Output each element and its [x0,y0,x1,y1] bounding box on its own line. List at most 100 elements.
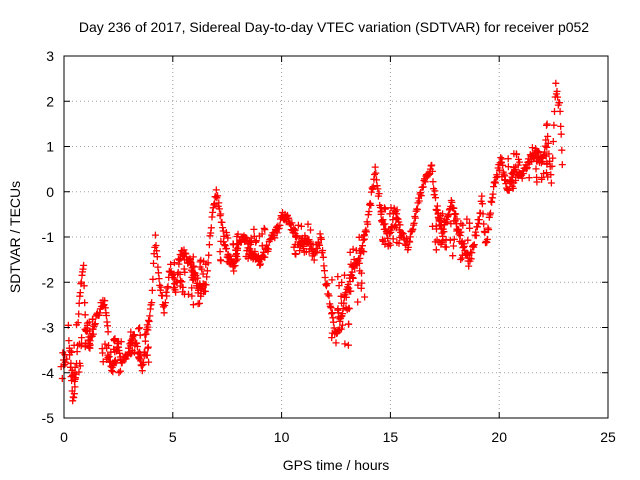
data-point [179,283,187,291]
data-point [417,189,425,196]
data-point [148,299,156,307]
data-point [319,247,327,254]
data-point [86,341,94,349]
data-point [359,236,367,244]
data-point [67,359,75,367]
data-point [251,248,259,255]
y-tick-label: 2 [46,93,54,109]
data-point [364,220,372,228]
data-point [70,390,78,398]
data-point [216,248,224,256]
data-point [558,146,566,154]
data-point [214,192,222,200]
data-point [190,262,197,270]
data-point [534,153,542,161]
data-point [323,280,331,288]
data-point [150,259,157,267]
data-point [433,225,440,233]
data-point [339,321,346,329]
data-point [110,336,118,344]
data-point [186,255,194,263]
data-point [475,216,483,224]
x-tick-label: 5 [169,429,177,445]
data-point [153,247,161,255]
data-point [556,99,563,107]
data-point [319,253,327,261]
data-point [421,178,429,186]
data-point [275,224,283,232]
data-point [70,341,78,349]
data-point [305,248,313,256]
data-point [357,284,365,292]
data-point [547,179,555,187]
data-point [479,210,487,218]
data-point [170,259,178,267]
data-point [153,253,161,261]
data-point [75,310,83,318]
data-point [515,169,523,177]
data-point [297,235,305,243]
data-point [439,237,447,245]
data-point [501,176,509,184]
data-point [80,282,88,290]
data-point [78,334,86,342]
data-point [341,340,349,348]
data-point [341,271,348,279]
data-point [161,299,169,307]
data-point [254,252,262,260]
data-point [528,144,536,152]
data-point [451,217,459,225]
data-point [197,256,205,264]
data-point [201,287,209,295]
axis-ticks: 0 5 10 15 20 25 -5 -4 -3 -2 -1 0 1 2 3 [42,48,616,445]
data-point [478,200,486,208]
data-point [304,239,312,247]
data-point [458,251,466,259]
data-point [510,179,518,187]
data-point [174,255,182,263]
y-tick-label: 0 [46,184,54,200]
data-point [448,198,456,206]
data-point [386,241,394,249]
data-point [363,228,370,236]
data-point [495,166,503,174]
data-point [381,240,389,248]
data-point [135,354,143,362]
data-point [76,289,84,297]
data-point [169,274,177,282]
data-point [550,121,558,129]
data-point [467,255,475,263]
data-point [321,267,328,275]
data-point [456,237,464,245]
data-point [304,220,312,228]
data-point [466,219,473,227]
data-point [387,204,395,212]
data-point [71,375,79,383]
data-point [478,192,486,200]
data-point [149,275,157,283]
data-point [543,143,551,151]
data-point [358,269,365,277]
data-point [334,306,342,314]
data-point [415,197,423,205]
data-point [276,221,284,229]
data-point [558,161,566,169]
data-point [409,225,417,233]
y-axis-label: SDTVAR / TECUs [7,181,23,293]
data-point [65,337,73,345]
y-tick-label: -2 [42,274,55,290]
data-point [457,256,465,263]
data-point [187,259,195,266]
data-point [77,278,85,286]
data-point [389,235,397,243]
data-point [505,186,513,194]
data-point [345,304,353,312]
data-point [369,183,377,191]
x-axis-label: GPS time / hours [283,457,390,473]
data-point [552,79,560,87]
data-point [417,192,425,200]
data-point [129,333,137,341]
data-point [342,293,350,301]
data-point [335,282,343,290]
data-point [360,235,368,243]
